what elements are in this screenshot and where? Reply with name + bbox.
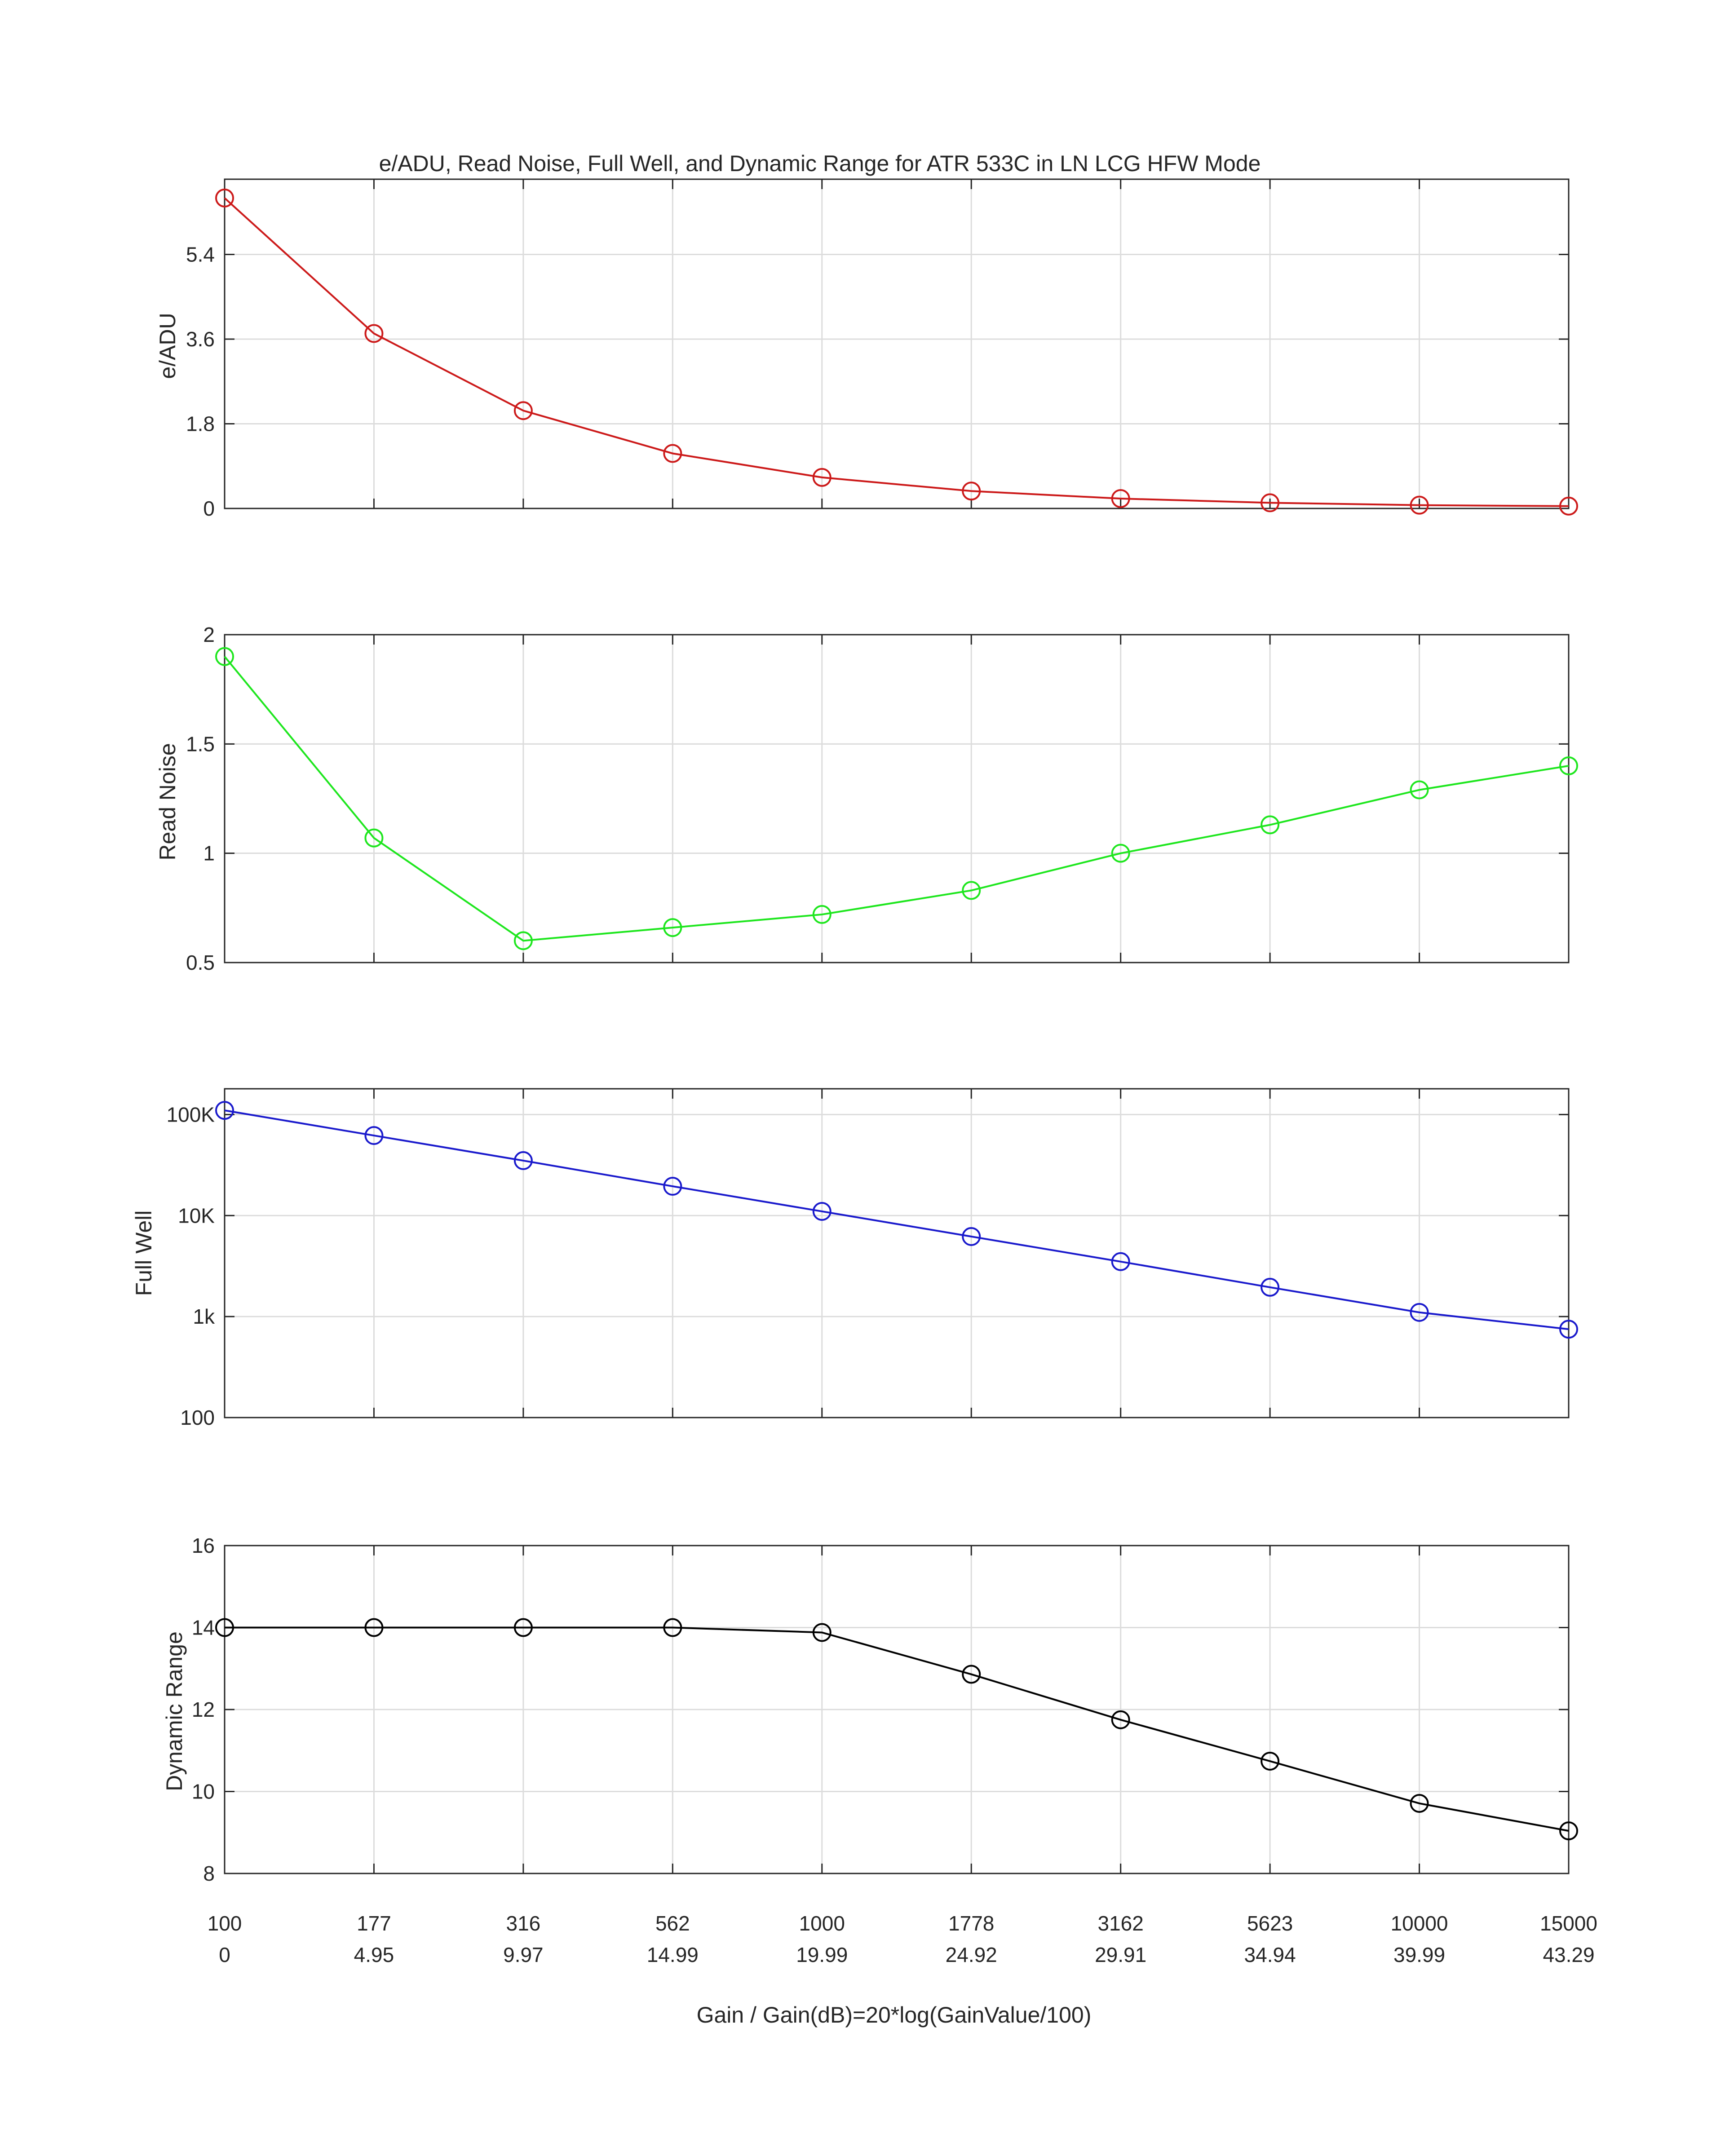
data-point: [215, 647, 234, 666]
data-point: [1410, 1303, 1429, 1322]
read-noise-panel: 0.5 1 1.5 2: [186, 623, 1578, 974]
x-tick-label-gain: 15000: [1540, 1912, 1597, 1935]
y-tick-label: 2: [203, 623, 215, 646]
axes-frame: [224, 178, 1570, 509]
data-point: [1410, 780, 1429, 800]
series-line: [224, 1109, 1569, 1330]
y-tick-label: 3.6: [186, 327, 215, 351]
x-tick-label-gain: 10000: [1391, 1912, 1448, 1935]
y-tick-label: 1.8: [186, 412, 215, 436]
data-point: [364, 324, 384, 343]
full-well-ylabel: Full Well: [131, 1211, 156, 1296]
y-tick-label: 0: [203, 497, 215, 520]
read-noise-ylabel: Read Noise: [155, 743, 180, 860]
data-point: [962, 1227, 981, 1246]
x-tick-label-gain: 100: [208, 1912, 242, 1935]
data-point: [1261, 815, 1280, 835]
x-tick-label-db: 29.91: [1095, 1943, 1146, 1966]
chart-title: e/ADU, Read Noise, Full Well, and Dynami…: [379, 151, 1261, 176]
series-line: [225, 1626, 1569, 1832]
data-point: [1261, 1277, 1280, 1297]
y-tick-label: 1k: [193, 1305, 215, 1328]
data-point: [812, 1202, 832, 1221]
data-point: [364, 1618, 384, 1637]
full-well-panel: 100 1k 10K 100K: [167, 1088, 1578, 1429]
data-point: [513, 1151, 533, 1170]
data-point: [962, 482, 981, 501]
data-point: [215, 188, 234, 208]
data-point: [1261, 493, 1280, 512]
x-tick-label-db: 24.92: [946, 1943, 997, 1966]
x-tick-label-db: 9.97: [503, 1943, 544, 1966]
y-tick-label: 14: [192, 1616, 215, 1639]
data-point: [663, 1177, 682, 1196]
x-tick-label-gain: 1000: [799, 1912, 845, 1935]
y-tick-label: 5.4: [186, 243, 215, 266]
x-tick-label-db: 4.95: [354, 1943, 394, 1966]
data-point: [962, 1665, 981, 1684]
data-point: [663, 444, 682, 463]
y-tick-label: 100: [180, 1406, 215, 1429]
data-point: [1559, 1821, 1578, 1841]
axes-frame: [224, 1088, 1570, 1418]
x-tick-label-db: 14.99: [647, 1943, 699, 1966]
data-point: [1111, 489, 1130, 508]
axes-frame: [224, 1545, 1570, 1874]
x-tick-label-db: 39.99: [1393, 1943, 1445, 1966]
data-point: [215, 1618, 234, 1637]
x-tick-label-gain: 3162: [1097, 1912, 1143, 1935]
data-point: [215, 1101, 234, 1120]
series-line: [224, 656, 1569, 942]
y-tick-label: 10: [192, 1780, 215, 1803]
data-point: [1559, 496, 1578, 516]
data-point: [1410, 495, 1429, 515]
dynamic-range-ylabel: Dynamic Range: [162, 1631, 187, 1791]
data-point: [1111, 844, 1130, 863]
x-tick-label-gain: 562: [655, 1912, 690, 1935]
x-tick-label-db: 34.94: [1244, 1943, 1296, 1966]
data-point: [364, 1126, 384, 1145]
data-point: [513, 1618, 533, 1637]
x-tick-label-db: 19.99: [796, 1943, 848, 1966]
y-tick-label: 100K: [167, 1103, 215, 1126]
axes-frame: [224, 634, 1570, 963]
eadu-ylabel: e/ADU: [155, 313, 180, 379]
data-point: [1559, 1320, 1578, 1339]
y-tick-label: 8: [203, 1862, 215, 1885]
x-tick-label-gain: 177: [357, 1912, 391, 1935]
data-point: [663, 1618, 682, 1637]
data-point: [513, 931, 533, 950]
y-tick-label: 1.5: [186, 732, 215, 755]
y-tick-label: 16: [192, 1534, 215, 1557]
x-tick-label-gain: 316: [506, 1912, 541, 1935]
y-tick-label: 0.5: [186, 951, 215, 974]
y-tick-label: 1: [203, 842, 215, 865]
data-point: [812, 905, 832, 924]
data-point: [962, 881, 981, 900]
x-tick-label-db: 43.29: [1543, 1943, 1594, 1966]
series-line: [224, 197, 1569, 507]
dynamic-range-panel: 8 10 12 14 16: [192, 1534, 1578, 1885]
data-point: [364, 828, 384, 848]
x-tick-labels: 100 177 316 562 1000 1778 3162 5623 10000 15000 0 4…: [208, 1912, 1597, 1966]
data-point: [513, 401, 533, 420]
data-point: [1111, 1710, 1130, 1729]
x-tick-label-gain: 5623: [1247, 1912, 1293, 1935]
data-point: [663, 918, 682, 937]
data-point: [1261, 1751, 1280, 1771]
x-tick-label-gain: 1778: [948, 1912, 994, 1935]
eadu-panel: 0 1.8 3.6 5.4: [186, 178, 1578, 520]
data-point: [1111, 1252, 1130, 1271]
x-axis-label: Gain / Gain(dB)=20*log(GainValue/100): [697, 2002, 1092, 2028]
y-tick-label: 10K: [178, 1204, 215, 1227]
y-tick-label: 12: [192, 1698, 215, 1721]
data-point: [812, 468, 832, 487]
x-tick-label-db: 0: [219, 1943, 230, 1966]
data-point: [812, 1623, 832, 1642]
data-point: [1410, 1794, 1429, 1813]
data-point: [1559, 756, 1578, 775]
